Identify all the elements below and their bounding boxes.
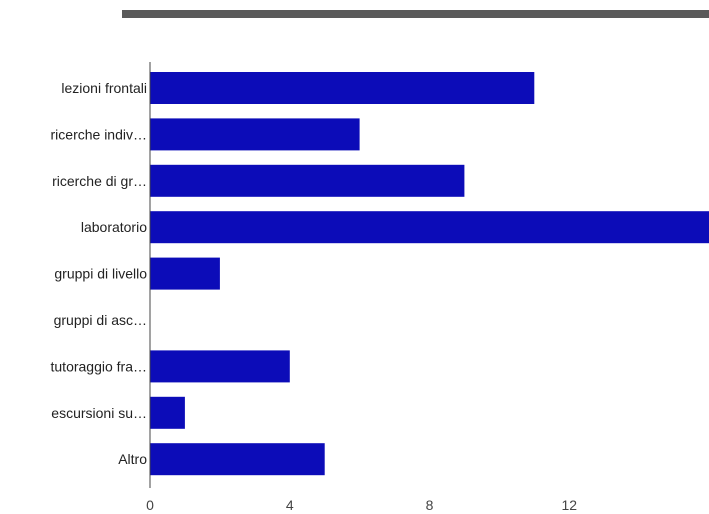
bar-ricerche-indiv xyxy=(150,118,360,151)
bar-ricerche-di-gr xyxy=(150,164,465,197)
category-labels-group: lezioni frontali ricerche indiv… ricerche … xyxy=(51,80,148,467)
bar-escursioni-su xyxy=(150,396,185,429)
x-tick-label-4: 4 xyxy=(286,497,294,513)
x-tick-label-8: 8 xyxy=(426,497,434,513)
x-tick-label-0: 0 xyxy=(146,497,154,513)
bar-lezioni-frontali xyxy=(150,72,535,104)
bar-laboratorio xyxy=(150,211,709,244)
category-label-lezioni-frontali: lezioni frontali xyxy=(61,80,147,96)
category-label-ricerche-indiv: ricerche indiv… xyxy=(51,126,147,142)
bars-group xyxy=(150,72,709,476)
bar-gruppi-di-livello xyxy=(150,257,220,290)
category-label-escursioni-su: escursioni su… xyxy=(51,405,147,421)
title-bar-artifact xyxy=(122,10,709,18)
category-label-altro: Altro xyxy=(118,451,147,467)
category-label-gruppi-di-livello: gruppi di livello xyxy=(54,266,147,282)
x-tick-labels-group: 0 4 8 12 xyxy=(146,497,577,513)
bar-altro xyxy=(150,443,325,476)
category-label-laboratorio: laboratorio xyxy=(81,219,147,235)
bar-tutoraggio-fra xyxy=(150,350,290,383)
category-label-gruppi-di-asc: gruppi di asc… xyxy=(54,312,147,328)
x-tick-label-12: 12 xyxy=(562,497,578,513)
category-label-tutoraggio-fra: tutoraggio fra… xyxy=(51,358,148,374)
category-label-ricerche-di-gr: ricerche di gr… xyxy=(52,173,147,189)
